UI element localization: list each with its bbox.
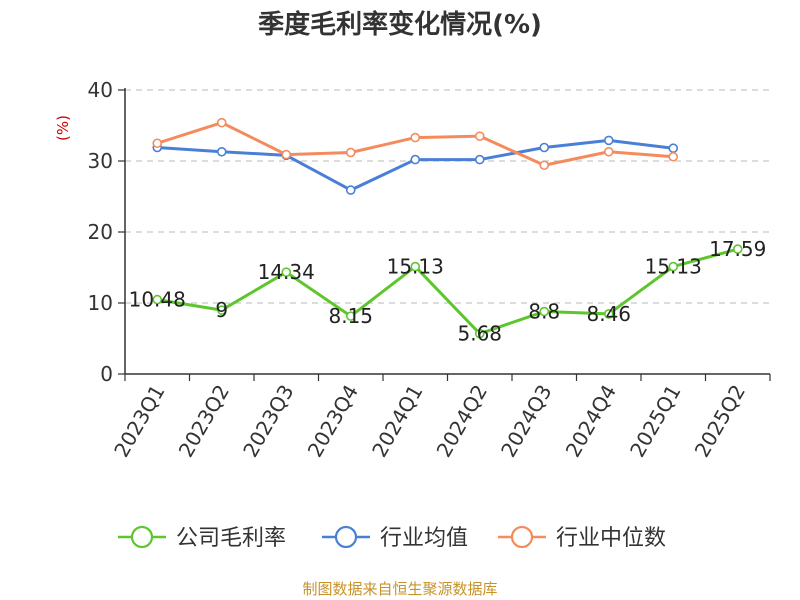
- point-0-2023Q1: [152, 294, 163, 305]
- series-line-1: [157, 138, 674, 192]
- point-0-2025Q1: [668, 261, 679, 272]
- legend-marker-0: [130, 525, 154, 549]
- point-1-2025Q1: [668, 143, 679, 154]
- x-tick-label-2025Q1: 2025Q1: [625, 381, 685, 462]
- point-1-2024Q4: [603, 135, 614, 146]
- point-0-2025Q2: [732, 244, 743, 254]
- point-2-2023Q4: [345, 147, 356, 158]
- x-tick-label-2024Q2: 2024Q2: [432, 381, 492, 462]
- point-1-2023Q4: [345, 185, 356, 195]
- point-1-2024Q2: [474, 154, 485, 165]
- point-2-2024Q1: [410, 132, 421, 143]
- data-label-2024Q4: 8.46: [586, 302, 631, 326]
- legend-label-1: 行业均值: [380, 526, 468, 551]
- legend-label-2: 行业中位数: [556, 526, 666, 551]
- point-0-2024Q1: [410, 261, 421, 272]
- y-tick-label-20: 20: [88, 220, 113, 244]
- x-tick-label-2025Q2: 2025Q2: [690, 381, 750, 462]
- legend-marker-1: [334, 525, 358, 549]
- legend-label-0: 公司毛利率: [176, 526, 286, 551]
- y-tick-label-40: 40: [88, 78, 113, 102]
- y-tick-label-0: 0: [100, 362, 113, 386]
- axes: [118, 88, 771, 381]
- point-0-2023Q2: [216, 305, 227, 315]
- point-1-2024Q3: [539, 142, 550, 153]
- point-2-2023Q3: [281, 149, 292, 160]
- data-label-2023Q1: 10.48: [129, 288, 186, 312]
- x-tick-label-2023Q3: 2023Q3: [238, 381, 298, 462]
- data-label-2024Q3: 8.8: [528, 300, 560, 324]
- data-label-2025Q2: 17.59: [709, 237, 766, 261]
- point-1-2023Q2: [216, 146, 227, 157]
- point-0-2024Q4: [603, 309, 614, 319]
- x-tick-label-2024Q4: 2024Q4: [561, 381, 621, 462]
- data-label-2024Q1: 15.13: [387, 255, 444, 279]
- y-tick-label-30: 30: [88, 149, 113, 173]
- data-label-2023Q2: 9: [215, 298, 228, 322]
- x-tick-label-2023Q2: 2023Q2: [174, 381, 234, 462]
- chart-title: 季度毛利率变化情况(%): [258, 9, 542, 40]
- point-2-2023Q2: [216, 117, 227, 128]
- y-tick-label-10: 10: [88, 291, 113, 315]
- x-ticks: 2023Q1 2023Q2 2023Q3 2023Q4 2024Q1 2024Q2 2024…: [109, 381, 750, 462]
- point-1-2024Q1: [410, 154, 421, 165]
- y-axis-label: (%): [54, 115, 72, 141]
- point-0-2023Q4: [345, 311, 356, 321]
- point-0-2023Q3: [281, 267, 292, 277]
- point-2-2024Q3: [539, 160, 550, 171]
- data-label-2023Q3: 14.34: [258, 260, 315, 284]
- point-2-2025Q1: [668, 151, 679, 162]
- data-label-2025Q1: 15.13: [645, 255, 702, 279]
- data-label-2023Q4: 8.15: [328, 304, 373, 328]
- x-tick-label-2023Q1: 2023Q1: [109, 381, 169, 462]
- point-2-2024Q4: [603, 146, 614, 157]
- y-ticks: 0 10 20 30 40: [88, 78, 113, 386]
- legend-marker-2: [510, 525, 534, 549]
- data-labels: 10.48 9 14.34 8.15 15.13 5.68 8.8 8.46 15.13 17.5…: [129, 237, 767, 346]
- legend: 公司毛利率 行业均值 行业中位数: [118, 525, 666, 551]
- x-tick-label-2023Q4: 2023Q4: [303, 381, 363, 462]
- x-tick-label-2024Q1: 2024Q1: [367, 381, 427, 462]
- point-0-2024Q3: [539, 306, 550, 317]
- series-group: [152, 117, 743, 339]
- source-note: 制图数据来自恒生聚源数据库: [302, 580, 497, 598]
- series-line-0: [157, 247, 739, 336]
- data-label-2024Q2: 5.68: [457, 322, 502, 346]
- point-2-2024Q2: [474, 131, 485, 141]
- point-2-2023Q1: [152, 138, 163, 149]
- x-tick-label-2024Q3: 2024Q3: [496, 381, 556, 462]
- point-0-2024Q2: [474, 328, 485, 339]
